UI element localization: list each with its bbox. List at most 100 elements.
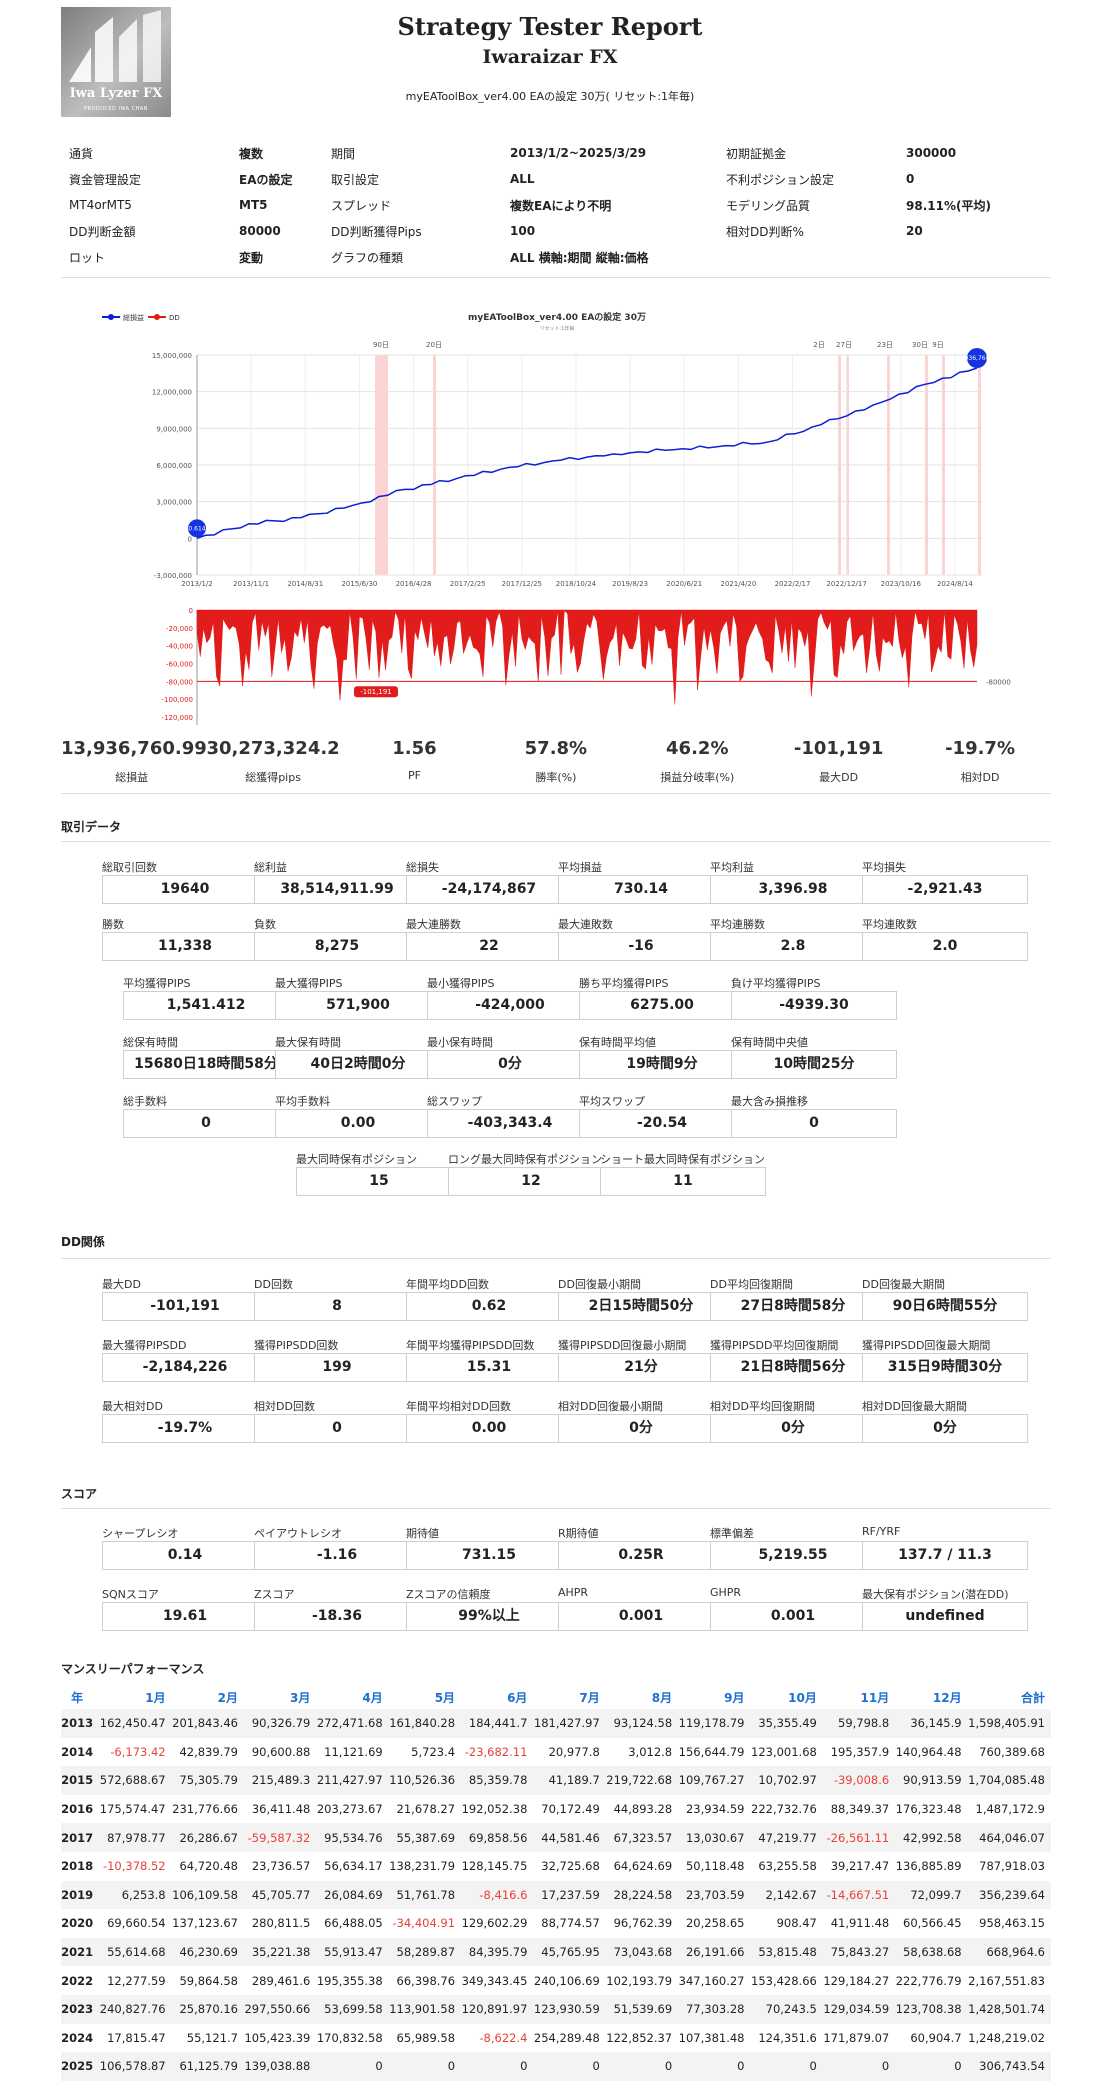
month-value: 88,774.57: [541, 1916, 600, 1931]
column-header: 9月: [724, 1690, 745, 1705]
stat-label: 相対DD回復最大期間: [862, 1400, 967, 1413]
month-value: 0: [822, 2052, 896, 2081]
month-value: 1,248,219.02: [968, 2030, 1045, 2045]
stat-value: 21分: [558, 1353, 724, 1382]
stat-label: 獲得PIPSDD回復最小期間: [558, 1339, 687, 1352]
stat-value: 2日15時間50分: [558, 1292, 724, 1321]
month-value: 6,253.8: [99, 1880, 172, 1910]
legend-marker-balance: [108, 314, 114, 320]
month-value: 176,323.48: [895, 1802, 962, 1817]
month-value: 162,450.47: [99, 1709, 172, 1738]
month-value: 175,574.47: [99, 1802, 166, 1817]
month-value: 39,217.47: [830, 1859, 890, 1874]
stat-label: 標準偏差: [710, 1527, 754, 1540]
month-value: 95,534.76: [316, 1823, 389, 1852]
stat-cell: DD回数 8: [254, 1276, 420, 1321]
month-value: 36,145.9: [895, 1709, 968, 1738]
month-value: 113,901.58: [388, 1994, 462, 2024]
month-value: 128,145.75: [461, 1859, 528, 1874]
stat-value: 19.61: [102, 1602, 268, 1631]
dd-area: [196, 609, 978, 705]
kpi-label: 相対DD: [960, 771, 1000, 784]
stat-cell: ペイアウトレシオ -1.16: [254, 1525, 420, 1570]
month-value: 958,463.15: [979, 1916, 1045, 1931]
stat-cell: 平均スワップ -20.54: [579, 1093, 745, 1138]
kpi-label: 最大DD: [819, 771, 859, 784]
info-value: 80000: [239, 224, 281, 238]
stat-label: 最小獲得PIPS: [427, 977, 495, 990]
stat-value: 21日8時間56分: [710, 1353, 876, 1382]
stat-value: 0.62: [406, 1292, 572, 1321]
month-value: 0: [750, 2052, 823, 2081]
table-row: 2024 17,815.47 55,121.7 105,423.39 170,832.5…: [61, 2024, 1051, 2053]
stat-cell: 最大獲得PIPS 571,900: [275, 975, 441, 1020]
table-row: 2017 87,978.77 26,286.67 -59,587.32 95,534.7…: [61, 1823, 1051, 1852]
table-row: 2022 12,277.59 59,864.58 289,461.6 195,355.3…: [61, 1966, 1051, 1995]
month-value: 123,001.68: [751, 1744, 817, 1759]
month-value: 23,934.59: [685, 1802, 745, 1817]
month-value: 136,885.89: [895, 1859, 962, 1874]
year-cell: 2014: [61, 1744, 94, 1759]
month-value: 12,277.59: [107, 1973, 166, 1988]
y-tick-label: 9,000,000: [156, 425, 192, 433]
kpi-label: 総損益: [115, 771, 149, 784]
month-value: 58,638.68: [895, 1937, 968, 1967]
month-value: 55,614.68: [99, 1937, 172, 1967]
stat-label: 獲得PIPSDD回数: [254, 1339, 339, 1352]
info-value: MT5: [239, 198, 268, 212]
info-label: ロット: [69, 250, 106, 265]
stat-label: 最大保有時間: [275, 1036, 341, 1049]
kpi-value: -101,191: [793, 738, 884, 759]
month-value: 138,231.79: [389, 1859, 456, 1874]
month-value: 195,357.9: [830, 1744, 890, 1759]
month-value: 123,708.38: [895, 1994, 968, 2024]
table-row: 2014 -6,173.42 42,839.79 90,600.88 11,121.69…: [61, 1738, 1051, 1767]
settings-info-table: 通貨 複数 期間 2013/1/2~2025/3/29 初期証拠金 300000 資金管理設…: [61, 140, 1051, 270]
month-value: 1,487,172.9: [975, 1802, 1046, 1817]
month-value: 760,389.68: [979, 1744, 1045, 1759]
month-value: 73,043.68: [605, 1937, 679, 1967]
dd-section-title: DD関係: [61, 1235, 105, 1249]
info-value: 変動: [239, 250, 264, 265]
month-value: 90,326.79: [243, 1709, 317, 1738]
stat-cell: 総損失 -24,174,867: [406, 859, 572, 904]
month-value: 44,893.28: [613, 1802, 673, 1817]
month-value: 122,852.37: [606, 2030, 673, 2045]
stat-label: 獲得PIPSDD平均回復期間: [710, 1339, 839, 1352]
info-label: グラフの種類: [331, 250, 404, 265]
stat-cell: 平均損失 -2,921.43: [862, 859, 1028, 904]
logo-text: Iwa Lyzer FX: [69, 86, 163, 101]
x-tick-label: 2013/1/2: [181, 580, 212, 588]
section-divider: [61, 1508, 1051, 1509]
month-value: 64,624.69: [613, 1859, 673, 1874]
month-value: 51,761.78: [388, 1880, 462, 1910]
stat-cell: 標準偏差 5,219.55: [710, 1525, 876, 1570]
x-tick-label: 2021/4/20: [720, 580, 756, 588]
stat-value: 40日2時間0分: [275, 1050, 441, 1079]
section-divider: [61, 1258, 1051, 1259]
month-value: 1,704,085.48: [967, 1766, 1051, 1795]
month-value: 254,289.48: [533, 2030, 600, 2045]
stat-cell: 相対DD平均回復期間 0分: [710, 1398, 876, 1443]
month-value: 297,550.66: [243, 1994, 317, 2024]
stat-value: 315日9時間30分: [862, 1353, 1028, 1382]
month-value: 75,843.27: [822, 1937, 896, 1967]
month-value: 23,736.57: [251, 1859, 311, 1874]
table-row: 2013 162,450.47 201,843.46 90,326.79 272,471…: [61, 1709, 1051, 1738]
column-header: 10月: [788, 1690, 817, 1705]
month-value: 110,526.36: [388, 1766, 462, 1795]
month-value: 0: [461, 2052, 534, 2081]
stat-cell: 最大保有ポジション(潜在DD) undefined: [862, 1586, 1028, 1631]
stat-value: 27日8時間58分: [710, 1292, 876, 1321]
table-row: 2021 55,614.68 46,230.69 35,221.38 55,913.47…: [61, 1937, 1051, 1967]
stat-value: -101,191: [102, 1292, 268, 1321]
stat-cell: 平均連勝数 2.8: [710, 916, 876, 961]
stat-value: 6275.00: [579, 991, 745, 1020]
year-cell: 2024: [61, 2030, 94, 2045]
x-tick-label: 2018/10/24: [556, 580, 597, 588]
kpi-value: 46.2%: [666, 738, 729, 759]
stat-label: 総保有時間: [123, 1036, 178, 1049]
stat-value: -16: [558, 932, 724, 961]
stat-cell: AHPR 0.001: [558, 1586, 724, 1631]
stat-label: 負数: [254, 918, 276, 931]
